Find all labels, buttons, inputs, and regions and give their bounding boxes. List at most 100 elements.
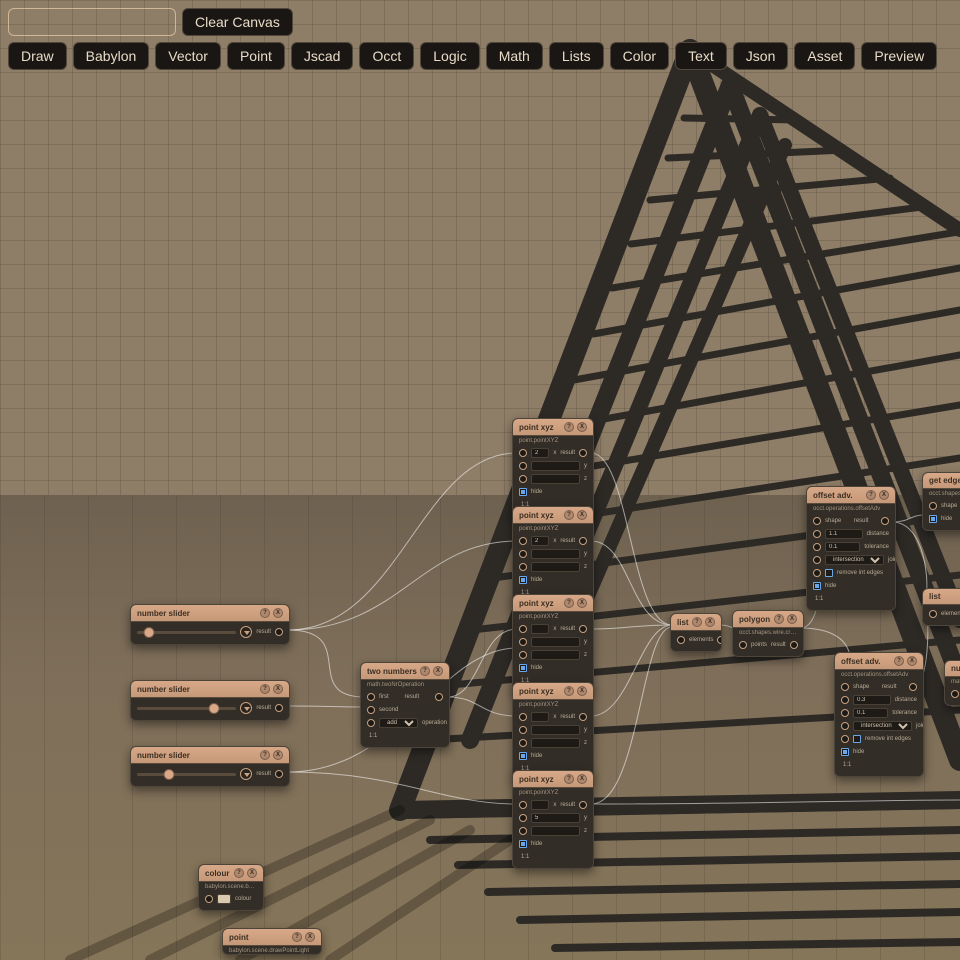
input-port-distance[interactable]: [841, 696, 849, 704]
output-port[interactable]: [909, 683, 917, 691]
node-graph[interactable]: number slider ? X result number slider ?…: [0, 0, 960, 960]
close-icon[interactable]: X: [433, 666, 443, 676]
category-button-lists[interactable]: Lists: [549, 42, 604, 70]
help-icon[interactable]: ?: [564, 422, 574, 432]
output-port[interactable]: [435, 693, 443, 701]
output-port[interactable]: [579, 713, 587, 721]
close-icon[interactable]: X: [273, 684, 283, 694]
input-port-y[interactable]: [519, 638, 527, 646]
node-header[interactable]: two numbers ? X: [361, 663, 449, 680]
node-header[interactable]: list: [923, 589, 960, 605]
node-number-slider-2[interactable]: number slider ? X result: [130, 680, 290, 721]
y-input[interactable]: [531, 813, 580, 823]
node-polygon[interactable]: polygon ?X occt.shapes.wire.createPolygo…: [732, 610, 804, 657]
slider-stepper[interactable]: [240, 702, 252, 714]
close-icon[interactable]: X: [577, 422, 587, 432]
input-port-y[interactable]: [519, 814, 527, 822]
input-port-second[interactable]: [367, 706, 375, 714]
tolerance-input[interactable]: [825, 542, 860, 552]
hide-checkbox[interactable]: [519, 664, 527, 672]
help-icon[interactable]: ?: [774, 614, 784, 624]
category-button-preview[interactable]: Preview: [861, 42, 937, 70]
tolerance-input[interactable]: [853, 708, 888, 718]
node-header[interactable]: point xyz?X: [513, 507, 593, 524]
y-input[interactable]: [531, 725, 580, 735]
slider-track[interactable]: [137, 707, 236, 710]
close-icon[interactable]: X: [577, 510, 587, 520]
x-input[interactable]: [531, 448, 549, 458]
y-input[interactable]: [531, 637, 580, 647]
input-port-y[interactable]: [519, 726, 527, 734]
output-port[interactable]: [881, 517, 889, 525]
remove-edges-checkbox[interactable]: [825, 569, 833, 577]
close-icon[interactable]: X: [577, 686, 587, 696]
node-header[interactable]: num: [945, 661, 960, 677]
close-icon[interactable]: X: [907, 656, 917, 666]
remove-edges-checkbox[interactable]: [853, 735, 861, 743]
z-input[interactable]: [531, 562, 580, 572]
search-input[interactable]: [8, 8, 176, 36]
node-header[interactable]: point ?X: [223, 929, 321, 946]
z-input[interactable]: [531, 738, 580, 748]
help-icon[interactable]: ?: [292, 932, 302, 942]
node-header[interactable]: list ?X: [671, 614, 721, 631]
join-select[interactable]: intersection: [853, 721, 912, 731]
x-input[interactable]: [531, 536, 549, 546]
slider-stepper[interactable]: [240, 768, 252, 780]
category-button-vector[interactable]: Vector: [155, 42, 221, 70]
category-button-occt[interactable]: Occt: [359, 42, 414, 70]
z-input[interactable]: [531, 474, 580, 484]
input-port-op[interactable]: [367, 719, 375, 727]
node-two-numbers[interactable]: two numbers ? X math.twoNrOperation firs…: [360, 662, 450, 748]
input-port-y[interactable]: [519, 462, 527, 470]
input-port-shape[interactable]: [813, 517, 821, 525]
input-port-join[interactable]: [813, 556, 821, 564]
clear-canvas-button[interactable]: Clear Canvas: [182, 8, 293, 36]
output-port[interactable]: [275, 770, 283, 778]
category-button-jscad[interactable]: Jscad: [291, 42, 354, 70]
input-port-shape[interactable]: [841, 683, 849, 691]
input-port-remove[interactable]: [813, 569, 821, 577]
output-port[interactable]: [275, 704, 283, 712]
node-offset-adv-2[interactable]: offset adv. ?X occt.operations.offsetAdv…: [834, 652, 924, 777]
help-icon[interactable]: ?: [420, 666, 430, 676]
input-port-x[interactable]: [519, 449, 527, 457]
node-header[interactable]: point xyz?X: [513, 595, 593, 612]
node-list-small[interactable]: list ?X elements: [670, 613, 722, 652]
close-icon[interactable]: X: [577, 774, 587, 784]
help-icon[interactable]: ?: [692, 617, 702, 627]
category-button-point[interactable]: Point: [227, 42, 285, 70]
help-icon[interactable]: ?: [260, 750, 270, 760]
input-port-join[interactable]: [841, 722, 849, 730]
z-input[interactable]: [531, 826, 580, 836]
node-point-xyz-3[interactable]: point xyz?Xpoint.pointXYZxresultyzhide1:…: [512, 594, 594, 693]
input-port-first[interactable]: [367, 693, 375, 701]
node-get-edges[interactable]: get edges occt.shapes.edge.getEdges shap…: [922, 472, 960, 531]
hide-checkbox[interactable]: [841, 748, 849, 756]
x-input[interactable]: [531, 624, 549, 634]
node-header[interactable]: number slider ? X: [131, 681, 289, 698]
node-number-slider-3[interactable]: number slider ? X result: [130, 746, 290, 787]
category-button-math[interactable]: Math: [486, 42, 543, 70]
input-port-y[interactable]: [519, 550, 527, 558]
y-input[interactable]: [531, 461, 580, 471]
y-input[interactable]: [531, 549, 580, 559]
hide-checkbox[interactable]: [519, 752, 527, 760]
category-button-color[interactable]: Color: [610, 42, 669, 70]
help-icon[interactable]: ?: [234, 868, 244, 878]
help-icon[interactable]: ?: [260, 684, 270, 694]
input-port[interactable]: [929, 610, 937, 618]
input-port-tolerance[interactable]: [813, 543, 821, 551]
help-icon[interactable]: ?: [564, 774, 574, 784]
hide-checkbox[interactable]: [519, 488, 527, 496]
x-input[interactable]: [531, 800, 549, 810]
category-button-babylon[interactable]: Babylon: [73, 42, 150, 70]
output-port[interactable]: [275, 628, 283, 636]
category-button-logic[interactable]: Logic: [420, 42, 479, 70]
input-port-x[interactable]: [519, 537, 527, 545]
node-header[interactable]: offset adv. ?X: [807, 487, 895, 504]
input-port-z[interactable]: [519, 475, 527, 483]
hide-checkbox[interactable]: [813, 582, 821, 590]
node-header[interactable]: point xyz?X: [513, 771, 593, 788]
input-port-remove[interactable]: [841, 735, 849, 743]
